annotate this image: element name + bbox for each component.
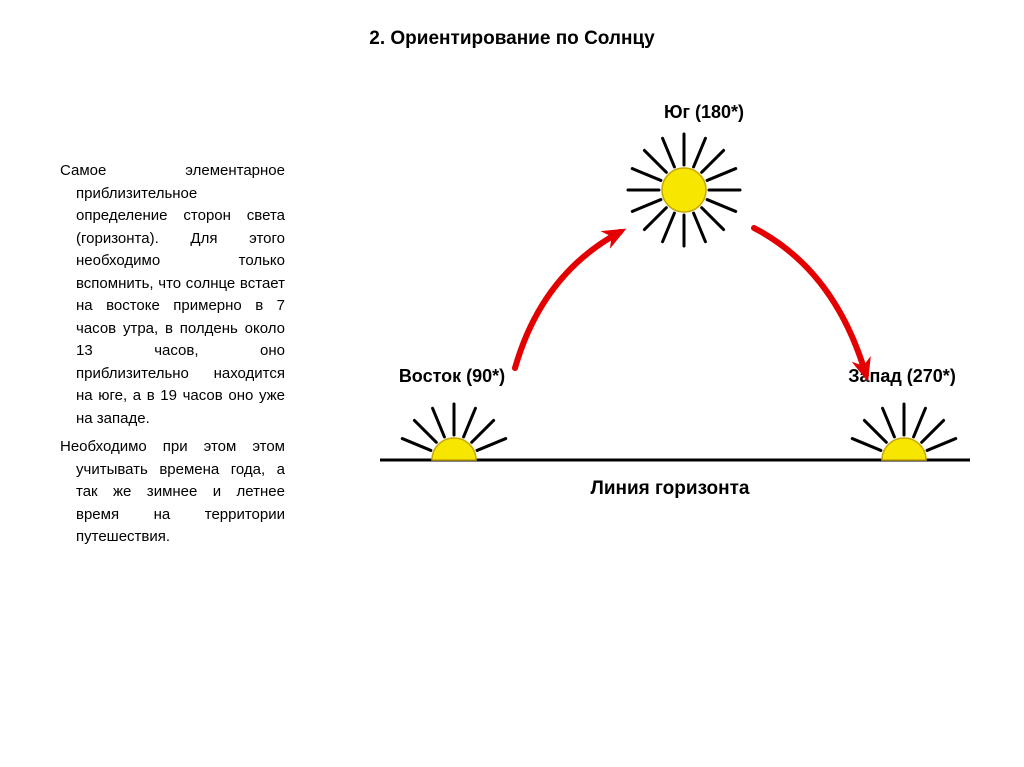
paragraph-2: Необходимо при этом этом учитывать време… [60,436,285,549]
sun-east [398,404,510,460]
sun-label-east: Восток (90*) [399,366,505,386]
page-root: 2. Ориентирование по Солнцу Самое элемен… [0,0,1024,767]
arc-arrow-1 [515,232,620,368]
paragraph-1: Самое элементарное приблизительное опред… [60,160,285,430]
explanation-text: Самое элементарное приблизительное опред… [60,160,285,555]
horizon-label: Линия горизонта [590,478,749,499]
sun-west [848,404,960,460]
sun-orientation-diagram: Линия горизонтаВосток (90*)Юг (180*)Запа… [340,90,1000,590]
page-title: 2. Ориентирование по Солнцу [0,28,1024,50]
sun-label-south: Юг (180*) [664,102,744,122]
arc-arrow-2 [754,228,866,375]
sun-south [628,134,740,246]
diagram-svg: Линия горизонтаВосток (90*)Юг (180*)Запа… [340,90,1000,590]
